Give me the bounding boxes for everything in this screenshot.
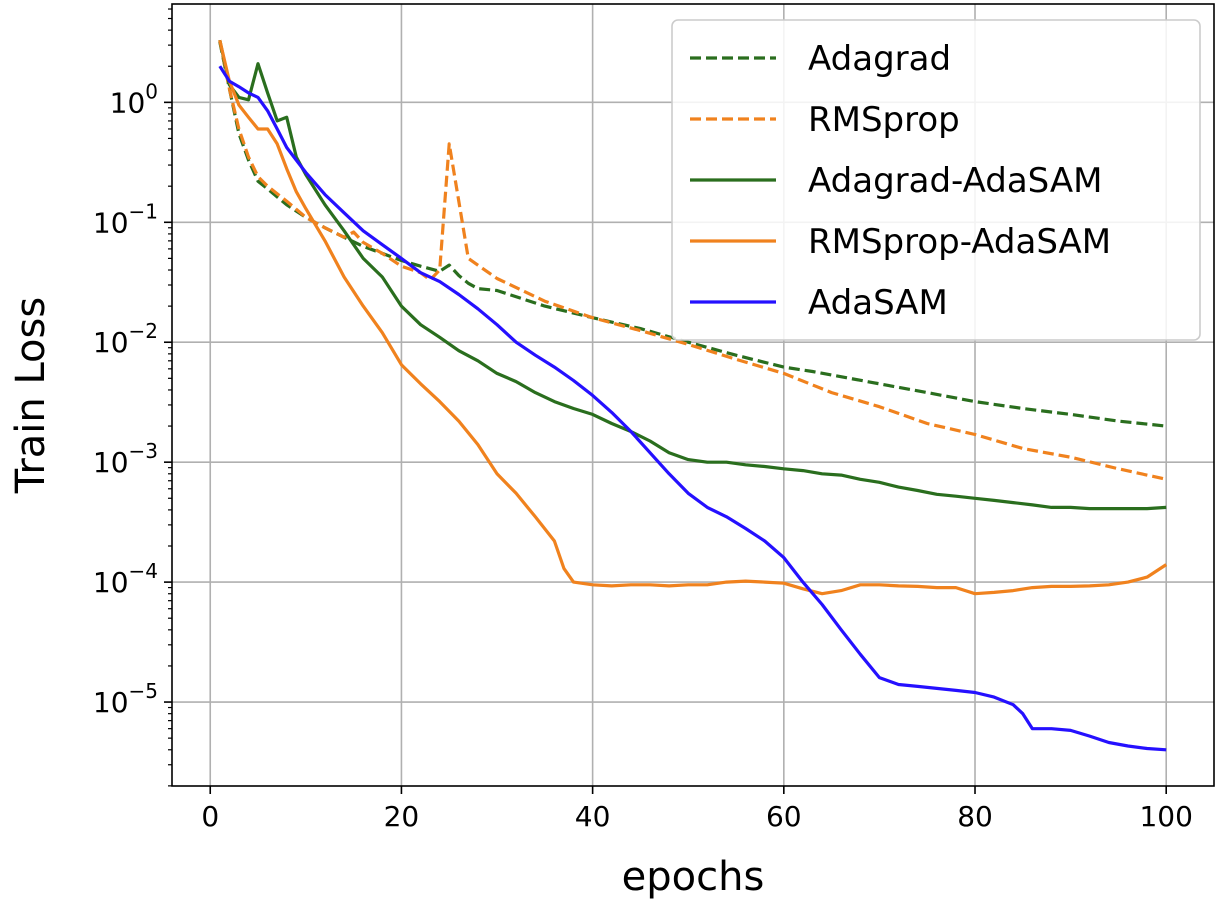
y-tick-base: 10 (93, 206, 129, 239)
y-tick-exponent: −3 (129, 439, 158, 463)
x-axis-ticks: 0 20 40 60 80 100 (201, 786, 1193, 833)
y-tick-base: 10 (93, 686, 129, 719)
y-tick-base: 10 (93, 566, 129, 599)
legend: Adagrad RMSprop Adagrad-AdaSAM RMSprop-AdaS… (671, 19, 1201, 341)
legend-label: AdaSAM (808, 283, 948, 323)
x-tick-label: 20 (384, 800, 420, 833)
y-tick-base: 10 (93, 446, 129, 479)
series-line-adagrad (218, 41, 1167, 428)
y-axis-label: Train Loss (8, 297, 54, 494)
y-tick-base: 10 (110, 86, 146, 119)
x-tick-label: 80 (957, 800, 993, 833)
y-tick-exponent: −1 (129, 199, 158, 223)
legend-label: Adagrad-AdaSAM (808, 161, 1102, 201)
series-line-rmsprop-adasam (218, 39, 1168, 596)
x-axis-label: epochs (622, 854, 765, 900)
series-line-adasam (218, 65, 1167, 752)
plot-frame (171, 3, 1215, 787)
y-tick-base: 10 (93, 326, 129, 359)
x-tick-label: 100 (1139, 800, 1192, 833)
y-tick-label: 10−3 (93, 439, 158, 479)
x-tick-label: 40 (575, 800, 611, 833)
legend-label: RMSprop-AdaSAM (808, 222, 1111, 262)
legend-label: RMSprop (808, 100, 960, 140)
y-tick-label: 100 (110, 79, 158, 119)
y-tick-exponent: 0 (145, 79, 158, 103)
x-tick-label: 60 (766, 800, 802, 833)
y-tick-label: 10−5 (93, 679, 158, 719)
series-layer (218, 39, 1168, 752)
y-tick-exponent: −5 (129, 679, 158, 703)
series-line-rmsprop (218, 39, 1167, 481)
y-tick-label: 10−2 (93, 319, 158, 359)
y-tick-label: 10−1 (93, 199, 158, 239)
y-tick-label: 10−4 (93, 559, 158, 599)
y-tick-exponent: −4 (129, 559, 158, 583)
legend-box (671, 19, 1201, 341)
legend-label: Adagrad (808, 39, 951, 79)
y-tick-exponent: −2 (129, 319, 158, 343)
x-tick-label: 0 (201, 800, 219, 833)
